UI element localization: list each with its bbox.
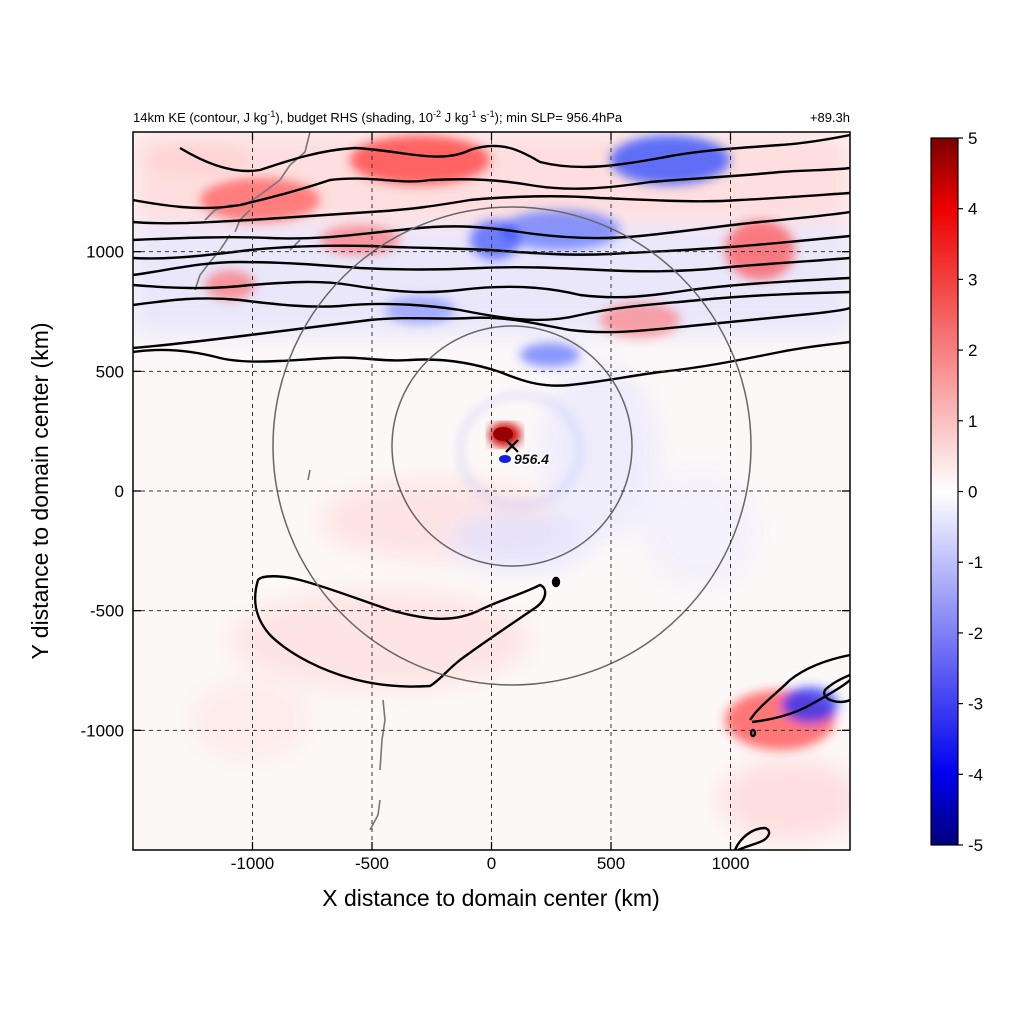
range-ring-1000km: [272, 206, 752, 686]
time-label: +89.3h: [810, 110, 850, 125]
storm-center-marker: 956.4: [505, 439, 551, 469]
plot-title: 14km KE (contour, J kg-1), budget RHS (s…: [133, 109, 623, 125]
x-tick-label: 500: [597, 854, 625, 873]
x-axis-title: X distance to domain center (km): [322, 885, 659, 911]
colorbar-tick-label: 0: [968, 483, 977, 502]
y-tick-label: 0: [115, 482, 124, 501]
y-tick-label: 500: [96, 362, 124, 381]
colorbar-tick-label: -3: [968, 695, 983, 714]
colorbar-ticks: -5 -4 -3 -2 -1 0 1 2 3 4 5: [958, 129, 983, 855]
x-tick-label: 0: [487, 854, 496, 873]
min-slp-label: 956.4: [514, 451, 549, 467]
range-ring-500km: [391, 325, 633, 567]
colorbar-tick-label: -5: [968, 836, 983, 855]
plot-area: 956.4: [133, 132, 850, 850]
x-tick-label: -500: [355, 854, 389, 873]
storm-core: [458, 393, 582, 507]
colorbar-tick-label: -4: [968, 765, 983, 784]
y-tick-label: 1000: [86, 243, 124, 262]
x-tick-label: 1000: [712, 854, 750, 873]
colorbar-tick-label: 2: [968, 341, 977, 360]
y-axis-title: Y distance to domain center (km): [27, 322, 53, 659]
x-axis: -1000 -500 0 500 1000: [231, 132, 750, 873]
colorbar-tick-label: -1: [968, 553, 983, 572]
y-tick-label: -500: [90, 602, 124, 621]
colorbar-tick-label: 5: [968, 129, 977, 148]
range-rings: [272, 206, 752, 686]
colorbar-tick-label: 4: [968, 200, 977, 219]
colorbar-tick-label: 1: [968, 412, 977, 431]
colorbar-tick-label: -2: [968, 624, 983, 643]
x-tick-label: -1000: [231, 854, 274, 873]
y-tick-label: -1000: [81, 721, 124, 740]
colorbar-gradient: [930, 137, 959, 846]
colorbar: -5 -4 -3 -2 -1 0 1 2 3 4 5: [930, 129, 983, 855]
colorbar-tick-label: 3: [968, 270, 977, 289]
y-axis: -1000 -500 0 500 1000: [81, 243, 850, 740]
ke-contours: [133, 133, 850, 850]
